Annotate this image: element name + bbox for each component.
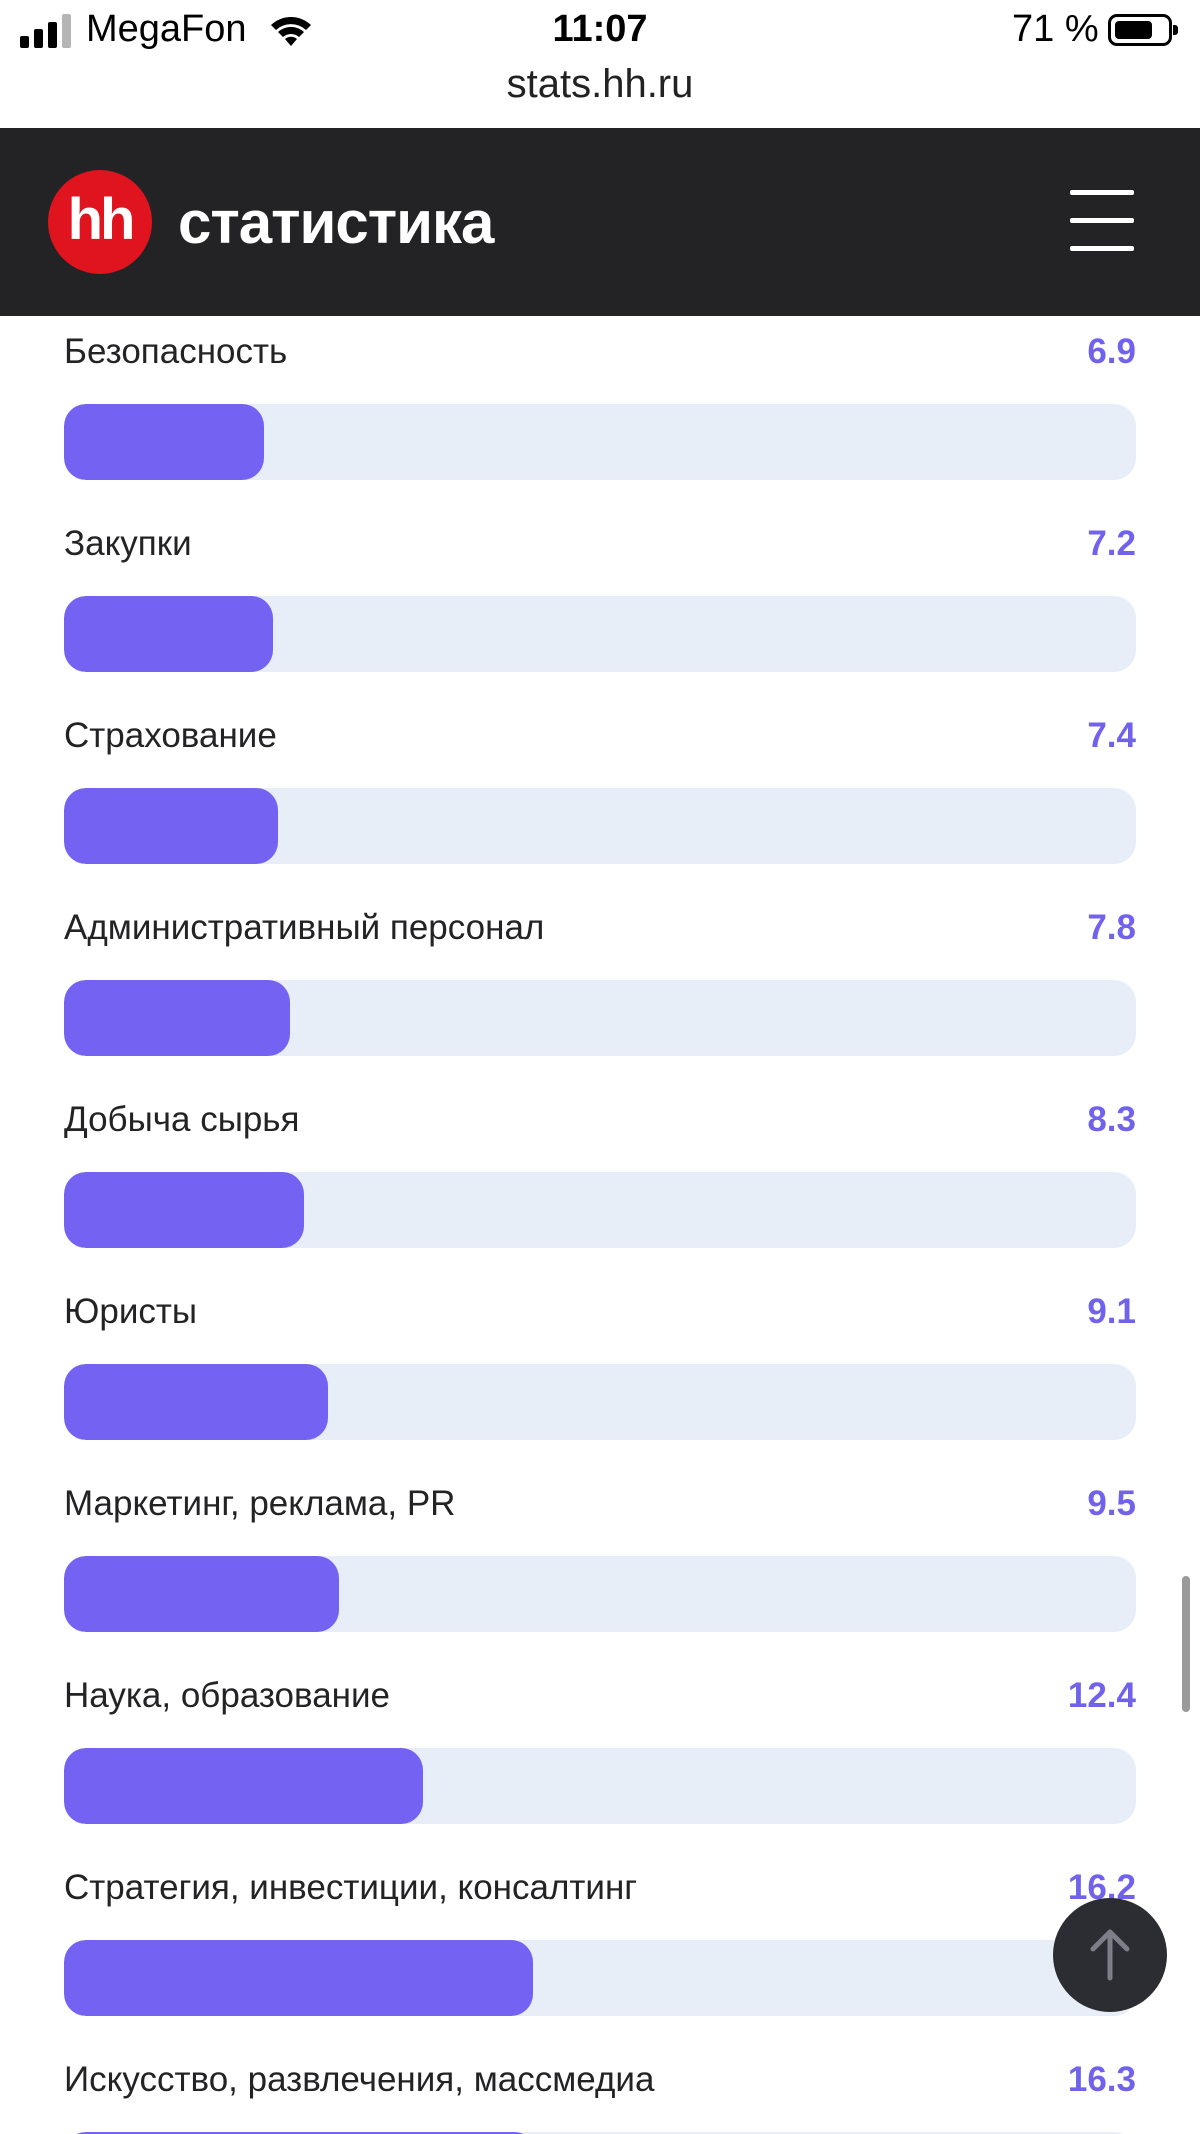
list-item: Безопасность 6.9 (0, 316, 1200, 500)
progress-bar (64, 1172, 304, 1248)
category-label: Безопасность (64, 332, 288, 371)
site-header: hh статистика (0, 128, 1200, 316)
scroll-to-top-button[interactable] (1053, 1898, 1167, 2012)
progress-track (64, 1748, 1136, 1824)
list-item: Закупки 7.2 (0, 500, 1200, 692)
category-value: 7.4 (1087, 716, 1136, 755)
battery-percentage: 71 % (1012, 8, 1099, 50)
progress-track (64, 980, 1136, 1056)
hamburger-menu-icon[interactable] (1060, 180, 1144, 264)
progress-bar (64, 1556, 339, 1632)
category-value: 8.3 (1087, 1100, 1136, 1139)
list-item: Наука, образование 12.4 (0, 1652, 1200, 1844)
list-item: Страхование 7.4 (0, 692, 1200, 884)
category-value: 7.8 (1087, 908, 1136, 947)
carrier-name: MegaFon (86, 8, 247, 50)
address-bar-url[interactable]: stats.hh.ru (506, 62, 694, 106)
cellular-signal-icon (20, 14, 71, 48)
arrow-up-icon (1090, 1929, 1130, 1981)
progress-bar (64, 788, 278, 864)
progress-bar (64, 2132, 536, 2134)
battery-level (1115, 21, 1152, 39)
progress-bar (64, 1940, 533, 2016)
list-item: Юристы 9.1 (0, 1268, 1200, 1460)
list-item: Добыча сырья 8.3 (0, 1076, 1200, 1268)
status-bar: MegaFon 11:07 71 % stats.hh.ru (0, 0, 1200, 106)
progress-track (64, 788, 1136, 864)
progress-bar (64, 404, 264, 480)
category-label: Закупки (64, 524, 192, 563)
category-list: Безопасность 6.9 Закупки 7.2 Страхование 7.4 А… (0, 316, 1200, 2134)
category-value: 6.9 (1087, 332, 1136, 371)
progress-bar (64, 1364, 328, 1440)
logo-title[interactable]: статистика (178, 189, 494, 256)
progress-track (64, 1940, 1136, 2016)
list-item: Административный персонал 7.8 (0, 884, 1200, 1076)
progress-track (64, 596, 1136, 672)
progress-bar (64, 596, 273, 672)
category-value: 16.3 (1067, 2060, 1136, 2099)
progress-bar (64, 1748, 423, 1824)
category-label: Добыча сырья (64, 1100, 300, 1139)
category-label: Юристы (64, 1292, 198, 1331)
category-value: 7.2 (1087, 524, 1136, 563)
progress-bar (64, 980, 290, 1056)
clock: 11:07 (552, 8, 648, 50)
category-value: 9.5 (1087, 1484, 1136, 1523)
scrollbar[interactable] (1182, 1576, 1190, 1712)
category-value: 12.4 (1067, 1676, 1136, 1715)
category-label: Искусство, развлечения, массмедиа (64, 2060, 655, 2099)
list-item: Стратегия, инвестиции, консалтинг 16.2 (0, 1844, 1200, 2036)
category-value: 9.1 (1087, 1292, 1136, 1331)
category-label: Страхование (64, 716, 277, 755)
progress-track (64, 404, 1136, 480)
category-label: Административный персонал (64, 908, 545, 947)
list-item: Маркетинг, реклама, PR 9.5 (0, 1460, 1200, 1652)
progress-track (64, 1556, 1136, 1632)
list-item: Искусство, развлечения, массмедиа 16.3 (0, 2036, 1200, 2134)
progress-track (64, 1364, 1136, 1440)
progress-track (64, 1172, 1136, 1248)
battery-icon (1108, 14, 1178, 46)
hh-logo[interactable]: hh (48, 170, 152, 274)
wifi-icon (271, 17, 311, 46)
category-label: Стратегия, инвестиции, консалтинг (64, 1868, 638, 1907)
category-label: Маркетинг, реклама, PR (64, 1484, 456, 1523)
category-label: Наука, образование (64, 1676, 391, 1715)
progress-track (64, 2132, 1136, 2134)
